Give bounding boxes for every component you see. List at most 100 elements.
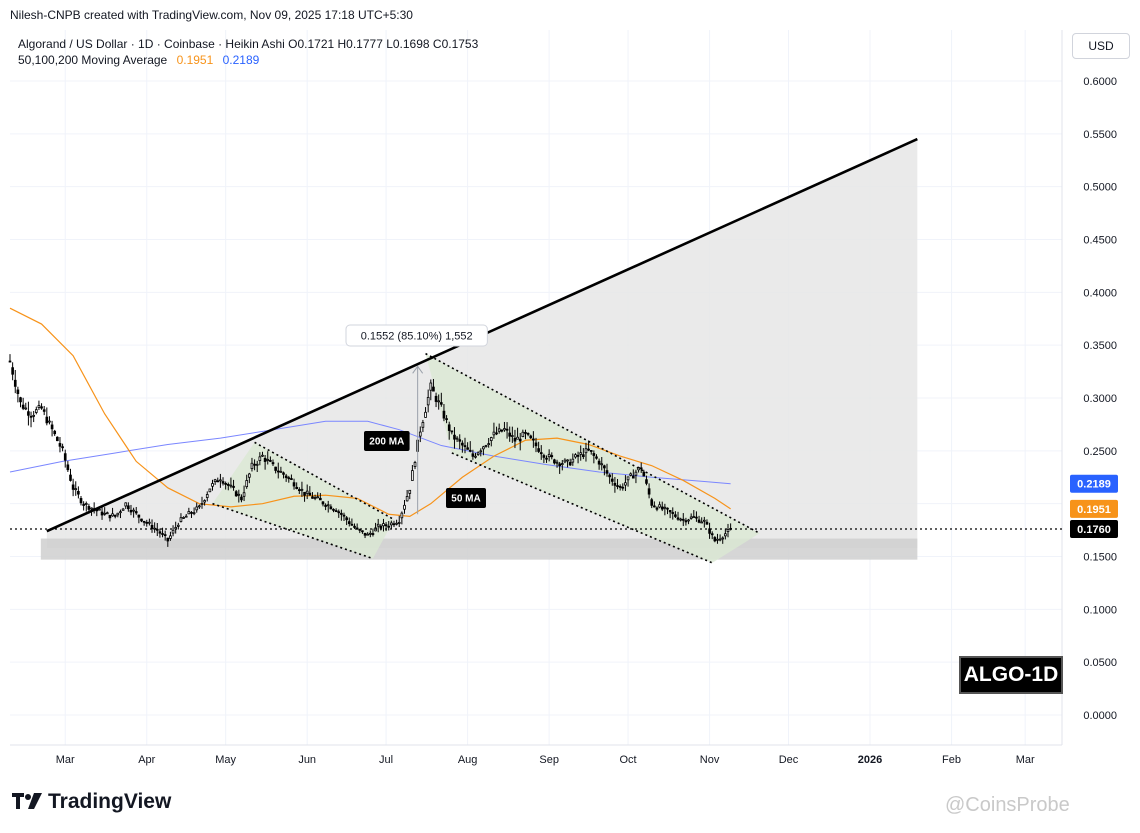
candle-body (445, 418, 448, 421)
tradingview-brand[interactable]: TradingView (12, 790, 171, 814)
candle-body (647, 488, 651, 495)
price-tick-label: 0.3000 (1083, 393, 1117, 405)
candle-body (255, 463, 259, 466)
candle-body (634, 471, 638, 476)
candle-body (224, 483, 227, 485)
candle-body (163, 534, 167, 537)
candle-body (395, 522, 398, 525)
candle-body (724, 533, 727, 537)
candle-body (631, 475, 635, 479)
candle-body (232, 485, 235, 488)
candle-body (603, 465, 606, 469)
candle-body (200, 503, 204, 506)
candle-body (69, 474, 72, 481)
candle-body (545, 457, 548, 460)
time-tick-label: May (215, 754, 236, 766)
candle-body (134, 511, 138, 514)
falling-channel-1-upper-line (254, 441, 395, 521)
candle-body (29, 415, 33, 418)
candle-body (258, 456, 262, 461)
time-tick-label: Jun (298, 754, 316, 766)
candle-body (687, 519, 690, 522)
ma200-value: 0.2189 (222, 53, 260, 67)
candle-body (297, 489, 301, 492)
candle-body (148, 521, 151, 524)
candle-body (584, 448, 588, 454)
candle-body (579, 452, 583, 455)
candle-body (353, 525, 356, 528)
price-tick-label: 0.0000 (1083, 710, 1117, 722)
candle-body (292, 482, 296, 487)
candle-body (171, 529, 175, 534)
candle-body (79, 498, 83, 504)
candle-body (455, 437, 459, 440)
candle-body (250, 462, 254, 470)
candle-body (555, 461, 559, 464)
symbol-info[interactable]: Algorand / US Dollar · 1D · Coinbase · H… (18, 37, 285, 51)
candle-body (450, 430, 454, 433)
candle-body (198, 505, 201, 508)
candle-body (90, 507, 93, 510)
candle-body (84, 503, 88, 505)
candle-body (366, 533, 370, 536)
price-tags: 0.2189 0.1951 0.1760 (1070, 474, 1118, 539)
candle-body (311, 496, 314, 499)
candle-body (518, 438, 522, 442)
candle-body (56, 436, 59, 442)
candle-body (679, 518, 682, 521)
candle-body (184, 515, 188, 518)
ma-indicator-label[interactable]: 50,100,200 Moving Average (18, 53, 168, 67)
candle-body (266, 459, 270, 461)
candle-body (668, 510, 672, 513)
candle-body (560, 463, 564, 466)
candle-body (98, 508, 101, 511)
candle-body (500, 429, 504, 432)
candle-body (582, 454, 585, 458)
candle-body (616, 485, 619, 487)
candle-body (497, 428, 501, 432)
candle-body (111, 513, 114, 517)
candle-body (592, 453, 596, 456)
candle-body (132, 509, 135, 512)
candle-body (674, 514, 677, 517)
candle-body (574, 454, 577, 458)
candle-body (621, 486, 625, 489)
measure-label-box (345, 324, 488, 347)
brand-name: TradingView (48, 790, 172, 813)
candle-body (521, 431, 525, 438)
candle-body (613, 482, 617, 486)
candle-body (347, 521, 351, 524)
candle-body (253, 463, 256, 466)
currency-button[interactable]: USD (1072, 33, 1130, 59)
candle-body (642, 471, 646, 477)
candle-body (195, 506, 199, 511)
candle-body (408, 489, 412, 494)
ma50-annotation-box (446, 488, 486, 508)
candle-body (513, 437, 517, 442)
candle-body (700, 521, 704, 524)
price-tick-label: 0.6000 (1083, 76, 1117, 88)
candle-body (403, 504, 406, 510)
candle-body (142, 520, 146, 523)
candle-body (245, 480, 249, 488)
candle-body (689, 516, 693, 519)
candle-body (358, 528, 362, 531)
time-tick-label: Aug (458, 754, 478, 766)
candle-body (137, 514, 141, 518)
candle-body (50, 424, 54, 430)
candle-body (45, 416, 49, 424)
price-tick-label: 0.2500 (1083, 446, 1117, 458)
candle-body (71, 484, 75, 490)
candle-body (329, 506, 333, 510)
candle-body (508, 432, 512, 437)
candle-body (282, 472, 285, 475)
candle-body (563, 459, 567, 463)
candle-body (345, 517, 348, 521)
candle-body (600, 463, 604, 466)
time-tick-label: Dec (779, 754, 799, 766)
candle-body (671, 512, 675, 514)
ohlc-values: O0.1721 H0.1777 L0.1698 C0.1753 (288, 37, 479, 51)
price-axis: 0.6000 0.5500 0.5000 0.4500 0.4000 0.3500 0.30… (1083, 76, 1117, 722)
candle-body (516, 436, 519, 440)
